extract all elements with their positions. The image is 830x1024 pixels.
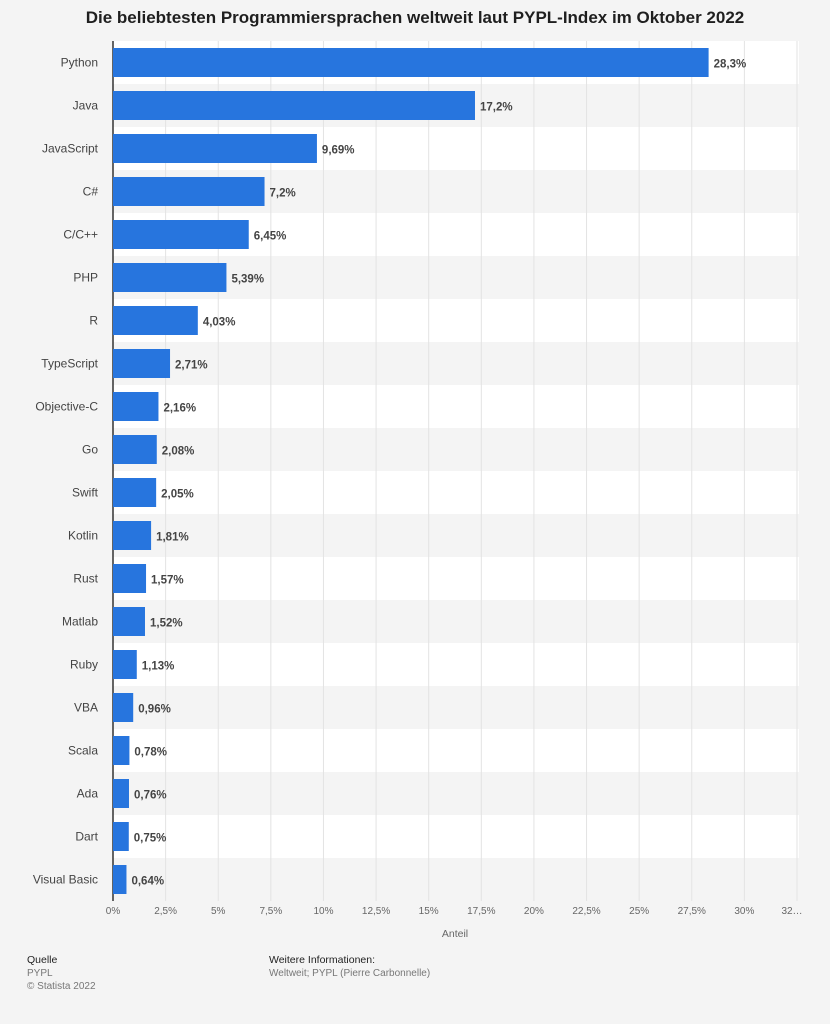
row-band — [113, 557, 799, 600]
value-label: 0,64% — [131, 876, 164, 888]
row-band — [113, 299, 799, 342]
category-label: Swift — [72, 486, 99, 500]
bar-chart: Python 28,3% Java 17,2% JavaScript 9,69% C# 7,2… — [33, 41, 803, 940]
x-tick-label: 20% — [524, 906, 544, 917]
bar — [113, 220, 249, 249]
x-tick-label: 10% — [313, 906, 333, 917]
bar — [113, 177, 265, 206]
row-band — [113, 600, 799, 643]
x-tick-label: 2,5% — [154, 906, 177, 917]
category-label: C/C++ — [63, 228, 98, 242]
category-label: JavaScript — [42, 142, 99, 156]
info-text: Weltweit; PYPL (Pierre Carbonnelle) — [269, 968, 431, 979]
value-label: 0,78% — [134, 747, 167, 759]
category-label: PHP — [73, 271, 98, 285]
bar — [113, 478, 157, 507]
value-label: 2,08% — [162, 446, 195, 458]
value-label: 2,05% — [161, 489, 194, 501]
info-block: Weitere Informationen: Weltweit; PYPL (P… — [269, 954, 430, 980]
row-band — [113, 471, 799, 514]
value-label: 5,39% — [231, 274, 264, 286]
x-tick-label: 30% — [734, 906, 754, 917]
row-band — [113, 385, 799, 428]
bar — [113, 392, 159, 421]
bar — [113, 521, 152, 550]
row-band — [113, 815, 799, 858]
bar — [113, 607, 145, 636]
category-label: Matlab — [62, 615, 98, 629]
value-label: 28,3% — [714, 59, 747, 71]
bar — [113, 650, 137, 679]
bar — [113, 263, 227, 292]
category-label: Scala — [68, 744, 98, 758]
x-tick-label: 0% — [106, 906, 121, 917]
bar — [113, 693, 134, 722]
x-tick-label: 27,5% — [678, 906, 706, 917]
bar — [113, 736, 130, 765]
bar — [113, 91, 475, 120]
category-label: TypeScript — [41, 357, 98, 371]
source-name: PYPL — [27, 968, 53, 979]
category-label: VBA — [74, 701, 98, 715]
category-label: Ruby — [70, 658, 98, 672]
bar — [113, 822, 129, 851]
category-label: Dart — [75, 830, 98, 844]
value-label: 1,57% — [151, 575, 184, 587]
bar — [113, 435, 157, 464]
value-label: 1,81% — [156, 532, 189, 544]
x-tick-label: 15% — [419, 906, 439, 917]
value-label: 1,13% — [142, 661, 175, 673]
bar — [113, 349, 171, 378]
row-band — [113, 428, 799, 471]
source-block: Quelle PYPL © Statista 2022 — [27, 954, 96, 993]
bar — [113, 779, 129, 808]
category-label: Kotlin — [68, 529, 98, 543]
value-label: 1,52% — [150, 618, 183, 630]
row-band — [113, 729, 799, 772]
x-tick-label: 12,5% — [362, 906, 390, 917]
value-label: 0,96% — [138, 704, 171, 716]
row-band — [113, 514, 799, 557]
bar — [113, 306, 198, 335]
category-label: Go — [82, 443, 98, 457]
bar — [113, 134, 317, 163]
row-band — [113, 686, 799, 729]
value-label: 17,2% — [480, 102, 513, 114]
category-label: Objective-C — [35, 400, 98, 414]
x-tick-label: 32… — [781, 906, 802, 917]
value-label: 0,76% — [134, 790, 167, 802]
source-heading: Quelle — [27, 954, 58, 966]
value-label: 2,16% — [163, 403, 196, 415]
category-label: R — [89, 314, 98, 328]
x-tick-label: 25% — [629, 906, 649, 917]
category-label: Ada — [77, 787, 99, 801]
row-band — [113, 256, 799, 299]
bar — [113, 564, 147, 593]
value-label: 4,03% — [203, 317, 236, 329]
category-label: Python — [61, 56, 98, 70]
bar — [113, 48, 709, 77]
x-tick-label: 17,5% — [467, 906, 495, 917]
value-label: 2,71% — [175, 360, 208, 372]
row-band — [113, 643, 799, 686]
category-label: Visual Basic — [33, 873, 98, 887]
copyright: © Statista 2022 — [27, 981, 96, 992]
bar — [113, 865, 127, 894]
category-label: Java — [73, 99, 99, 113]
value-label: 0,75% — [134, 833, 167, 845]
x-tick-label: 22,5% — [572, 906, 600, 917]
x-tick-label: 7,5% — [259, 906, 282, 917]
value-label: 9,69% — [322, 145, 355, 157]
row-band — [113, 772, 799, 815]
value-label: 6,45% — [254, 231, 287, 243]
info-heading: Weitere Informationen: — [269, 954, 376, 966]
chart-title: Die beliebtesten Programmiersprachen wel… — [85, 8, 745, 27]
x-axis-title: Anteil — [442, 928, 468, 940]
x-tick-label: 5% — [211, 906, 226, 917]
value-label: 7,2% — [270, 188, 296, 200]
category-label: Rust — [73, 572, 98, 586]
row-band — [113, 342, 799, 385]
category-label: C# — [83, 185, 99, 199]
row-band — [113, 858, 799, 901]
